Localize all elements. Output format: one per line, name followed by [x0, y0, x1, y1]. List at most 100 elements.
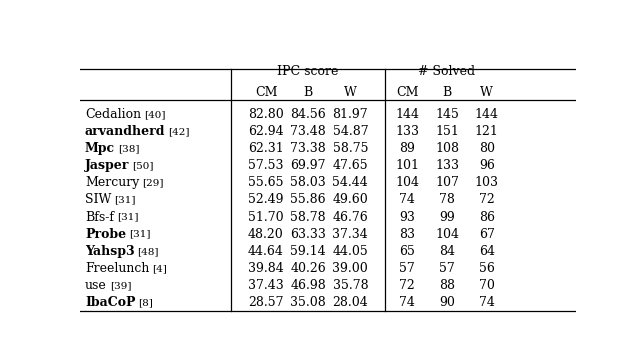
Text: 44.64: 44.64 — [248, 245, 284, 258]
Text: 35.08: 35.08 — [291, 296, 326, 309]
Text: B: B — [442, 85, 452, 99]
Text: 62.31: 62.31 — [248, 142, 284, 155]
Text: 72: 72 — [479, 194, 495, 206]
Text: 37.43: 37.43 — [248, 279, 284, 292]
Text: 35.78: 35.78 — [333, 279, 368, 292]
Text: 57: 57 — [439, 262, 455, 275]
Text: 46.76: 46.76 — [332, 211, 368, 224]
Text: 74: 74 — [399, 194, 415, 206]
Text: 65: 65 — [399, 245, 415, 258]
Text: 55.65: 55.65 — [248, 176, 284, 189]
Text: 64: 64 — [479, 245, 495, 258]
Text: 56: 56 — [479, 262, 495, 275]
Text: 55.86: 55.86 — [291, 194, 326, 206]
Text: W: W — [344, 85, 356, 99]
Text: use: use — [85, 279, 107, 292]
Text: 84: 84 — [439, 245, 455, 258]
Text: 54.44: 54.44 — [332, 176, 368, 189]
Text: 121: 121 — [475, 125, 499, 138]
Text: Mercury: Mercury — [85, 176, 140, 189]
Text: Bfs-f: Bfs-f — [85, 211, 114, 224]
Text: SIW: SIW — [85, 194, 111, 206]
Text: 39.84: 39.84 — [248, 262, 284, 275]
Text: 103: 103 — [475, 176, 499, 189]
Text: 58.78: 58.78 — [291, 211, 326, 224]
Text: 96: 96 — [479, 159, 495, 172]
Text: 151: 151 — [435, 125, 459, 138]
Text: 83: 83 — [399, 228, 415, 241]
Text: 46.98: 46.98 — [291, 279, 326, 292]
Text: [38]: [38] — [118, 144, 140, 153]
Text: 145: 145 — [435, 108, 459, 121]
Text: 48.20: 48.20 — [248, 228, 284, 241]
Text: 59.14: 59.14 — [291, 245, 326, 258]
Text: 74: 74 — [479, 296, 495, 309]
Text: 52.49: 52.49 — [248, 194, 284, 206]
Text: 90: 90 — [439, 296, 455, 309]
Text: 39.00: 39.00 — [332, 262, 368, 275]
Text: 40.26: 40.26 — [291, 262, 326, 275]
Text: Yahsp3: Yahsp3 — [85, 245, 134, 258]
Text: 104: 104 — [435, 228, 459, 241]
Text: [42]: [42] — [168, 127, 190, 136]
Text: W: W — [480, 85, 493, 99]
Text: [39]: [39] — [109, 281, 131, 290]
Text: 70: 70 — [479, 279, 495, 292]
Text: 74: 74 — [399, 296, 415, 309]
Text: [48]: [48] — [138, 247, 159, 256]
Text: CM: CM — [255, 85, 277, 99]
Text: 101: 101 — [396, 159, 419, 172]
Text: IbaCoP: IbaCoP — [85, 296, 136, 309]
Text: [31]: [31] — [129, 230, 150, 239]
Text: Cedalion: Cedalion — [85, 108, 141, 121]
Text: [31]: [31] — [115, 195, 136, 204]
Text: [8]: [8] — [138, 298, 154, 307]
Text: 54.87: 54.87 — [333, 125, 368, 138]
Text: 58.75: 58.75 — [333, 142, 368, 155]
Text: # Solved: # Solved — [419, 66, 476, 78]
Text: 107: 107 — [435, 176, 459, 189]
Text: 44.05: 44.05 — [332, 245, 368, 258]
Text: 28.57: 28.57 — [248, 296, 284, 309]
Text: [40]: [40] — [144, 110, 166, 119]
Text: 72: 72 — [399, 279, 415, 292]
Text: 69.97: 69.97 — [291, 159, 326, 172]
Text: 57: 57 — [399, 262, 415, 275]
Text: 49.60: 49.60 — [332, 194, 368, 206]
Text: 88: 88 — [439, 279, 455, 292]
Text: 108: 108 — [435, 142, 459, 155]
Text: 133: 133 — [435, 159, 459, 172]
Text: B: B — [303, 85, 313, 99]
Text: 84.56: 84.56 — [291, 108, 326, 121]
Text: 37.34: 37.34 — [332, 228, 368, 241]
Text: 51.70: 51.70 — [248, 211, 284, 224]
Text: 62.94: 62.94 — [248, 125, 284, 138]
Text: 81.97: 81.97 — [333, 108, 368, 121]
Text: 86: 86 — [479, 211, 495, 224]
Text: 82.80: 82.80 — [248, 108, 284, 121]
Text: 28.04: 28.04 — [332, 296, 368, 309]
Text: Jasper: Jasper — [85, 159, 129, 172]
Text: 67: 67 — [479, 228, 495, 241]
Text: 80: 80 — [479, 142, 495, 155]
Text: 57.53: 57.53 — [248, 159, 284, 172]
Text: 47.65: 47.65 — [333, 159, 368, 172]
Text: [4]: [4] — [152, 264, 167, 273]
Text: 63.33: 63.33 — [290, 228, 326, 241]
Text: 58.03: 58.03 — [291, 176, 326, 189]
Text: 104: 104 — [396, 176, 419, 189]
Text: Mpc: Mpc — [85, 142, 115, 155]
Text: 133: 133 — [396, 125, 419, 138]
Text: Freelunch: Freelunch — [85, 262, 149, 275]
Text: 99: 99 — [439, 211, 455, 224]
Text: [31]: [31] — [117, 213, 138, 222]
Text: 144: 144 — [396, 108, 419, 121]
Text: 73.38: 73.38 — [291, 142, 326, 155]
Text: [50]: [50] — [132, 161, 154, 170]
Text: arvandherd: arvandherd — [85, 125, 166, 138]
Text: [29]: [29] — [142, 178, 164, 187]
Text: 93: 93 — [399, 211, 415, 224]
Text: Probe: Probe — [85, 228, 126, 241]
Text: 78: 78 — [439, 194, 455, 206]
Text: CM: CM — [396, 85, 419, 99]
